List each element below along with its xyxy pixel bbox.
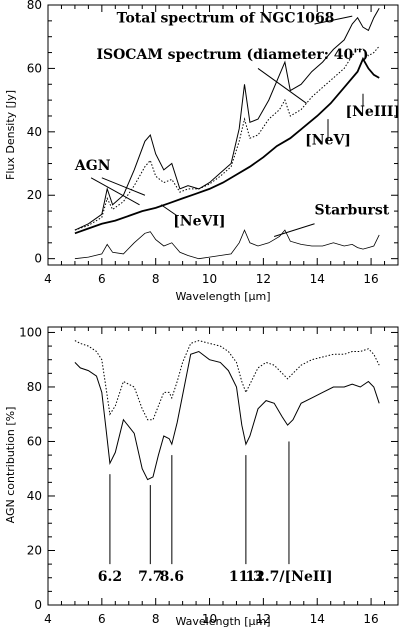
annotation-pointer	[90, 177, 140, 206]
top-axis-ticks: 4 6 8 10 12 14 16 0 20 40 60 80	[27, 0, 399, 286]
annotation-label: [NeIII]	[346, 104, 401, 120]
series-line-agn	[74, 56, 380, 235]
bottom-plot-frame	[47, 326, 399, 606]
x-tick-label: 4	[44, 612, 52, 626]
annotation-label: Total spectrum of NGC1068	[117, 10, 335, 26]
series-line-total-spectrum-of-ngc1068	[74, 7, 380, 231]
agn-contribution-panel: 4 6 8 10 12 14 16 0 20 40 60 80 100 6.2 7.78.6 11.312.…	[4, 325, 399, 628]
bottom-series-lines	[74, 340, 380, 481]
annotation-pointer	[314, 15, 353, 25]
y-tick-label: 0	[34, 252, 42, 266]
x-tick-label: 12	[256, 272, 271, 286]
top-series-lines	[74, 7, 380, 260]
x-tick-label: 6	[98, 272, 106, 286]
y-tick-label: 60	[27, 434, 42, 448]
y-tick-label: 40	[27, 489, 42, 503]
annotation-label: [NeVI]	[173, 213, 225, 229]
y-tick-label: 100	[19, 325, 42, 339]
feature-marker-label: 7.7	[138, 569, 162, 585]
x-tick-label: 6	[98, 612, 106, 626]
y-tick-label: 20	[27, 543, 42, 557]
x-tick-label: 4	[44, 272, 52, 286]
annotation-pointer	[257, 68, 307, 104]
bottom-x-axis-label: Wavelength [μm]	[175, 615, 270, 628]
top-y-axis-label: Flux Density [Jy]	[4, 90, 17, 180]
y-tick-label: 80	[27, 380, 42, 394]
annotation-label: AGN	[74, 158, 111, 174]
series-line-profile-0	[74, 350, 380, 481]
annotation-pointer	[274, 223, 315, 237]
flux-spectrum-panel: 4 6 8 10 12 14 16 0 20 40 60 80 Total spectrum of N…	[4, 0, 400, 303]
x-tick-label: 10	[202, 272, 217, 286]
feature-marker-label: 11.3	[229, 569, 263, 585]
top-annotations: Total spectrum of NGC1068 ISOCAM spectrum…	[74, 10, 400, 229]
y-tick-label: 0	[34, 598, 42, 612]
annotation-pointer	[160, 204, 178, 217]
y-tick-label: 40	[27, 125, 42, 139]
y-tick-label: 60	[27, 61, 42, 75]
x-tick-label: 16	[363, 612, 378, 626]
series-line-profile-1	[74, 340, 380, 421]
x-tick-label: 8	[152, 272, 160, 286]
series-line-starburst	[74, 229, 380, 260]
feature-markers: 6.2 7.78.6 11.312.7/[NeII]	[98, 441, 333, 585]
feature-marker-label: 8.6	[160, 569, 184, 585]
feature-marker-label: 6.2	[98, 569, 122, 585]
x-tick-label: 12	[256, 612, 271, 626]
x-tick-label: 8	[152, 612, 160, 626]
series-line-isocam-spectrum-diameter-40	[74, 45, 380, 231]
y-tick-label: 20	[27, 188, 42, 202]
x-tick-label: 14	[310, 612, 325, 626]
feature-marker-label: 12.7/[NeII]	[245, 569, 332, 585]
top-x-axis-label: Wavelength [μm]	[175, 290, 270, 303]
x-tick-label: 16	[363, 272, 378, 286]
bottom-y-axis-label: AGN contribution [%]	[4, 407, 17, 524]
x-tick-label: 14	[310, 272, 325, 286]
annotation-pointer	[101, 177, 146, 196]
x-tick-label: 10	[202, 612, 217, 626]
annotation-label: ISOCAM spectrum (diameter: 40'')	[96, 47, 368, 63]
annotation-label: Starburst	[315, 202, 390, 218]
annotation-label: [NeV]	[305, 133, 351, 149]
bottom-axis-ticks: 4 6 8 10 12 14 16 0 20 40 60 80 100	[19, 325, 399, 626]
y-tick-label: 80	[27, 0, 42, 12]
top-annotation-arrows	[90, 15, 364, 237]
